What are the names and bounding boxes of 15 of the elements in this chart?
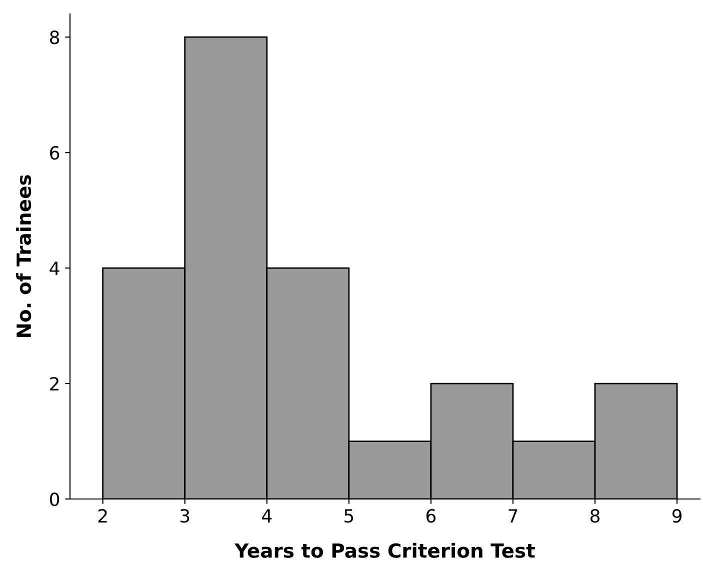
x-tick-label: 8: [590, 509, 600, 523]
x-tick-label: 6: [426, 509, 436, 523]
y-tick-label: 2: [50, 376, 58, 390]
x-tick-label: 3: [180, 509, 190, 523]
x-tick-label: 4: [262, 509, 272, 522]
y-axis-title: No. of Trainees: [16, 175, 32, 338]
y-tick-label: 6: [50, 146, 60, 160]
x-axis-title: Years to Pass Criterion Test: [234, 542, 535, 558]
y-tick-label: 8: [50, 30, 60, 44]
x-tick-label: 5: [344, 509, 354, 523]
x-tick-label: 2: [98, 509, 107, 522]
y-tick-label: 4: [50, 262, 60, 275]
x-tick-label: 9: [672, 509, 682, 523]
x-tick-label: 7: [508, 509, 518, 522]
y-tick-label: 0: [50, 492, 60, 506]
